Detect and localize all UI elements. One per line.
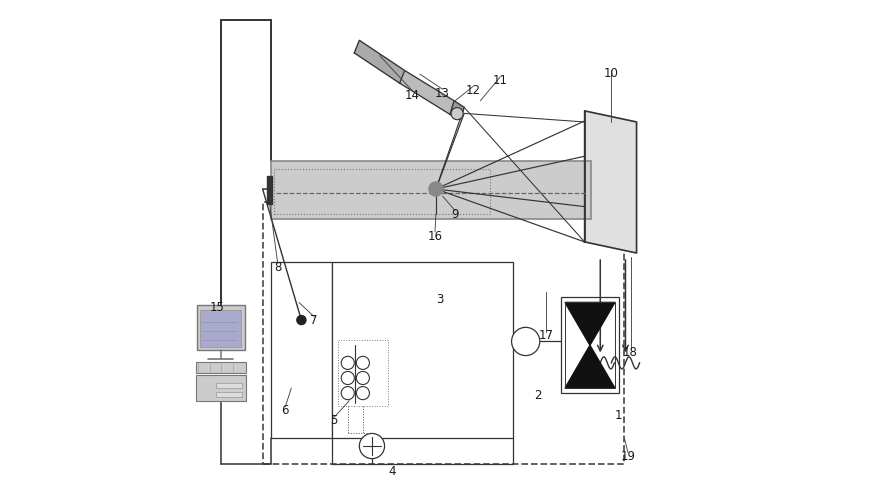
Text: 15: 15 <box>209 301 224 314</box>
Circle shape <box>297 316 306 325</box>
Text: 12: 12 <box>466 84 480 97</box>
Bar <box>200 310 241 347</box>
Text: 5: 5 <box>331 414 338 427</box>
Bar <box>271 262 332 438</box>
Circle shape <box>359 433 385 459</box>
Bar <box>195 375 246 401</box>
Bar <box>332 262 513 438</box>
Polygon shape <box>355 40 405 83</box>
Text: 6: 6 <box>282 404 289 417</box>
Text: 9: 9 <box>451 208 458 221</box>
Text: 18: 18 <box>623 346 638 359</box>
Bar <box>216 392 242 397</box>
Text: 17: 17 <box>539 329 554 342</box>
Bar <box>195 362 246 373</box>
Circle shape <box>451 108 463 120</box>
Polygon shape <box>450 101 464 120</box>
Text: 4: 4 <box>388 465 396 478</box>
Bar <box>262 202 625 464</box>
Text: 3: 3 <box>436 293 444 306</box>
Circle shape <box>511 328 539 356</box>
Bar <box>561 297 619 393</box>
Text: 13: 13 <box>435 87 450 100</box>
Bar <box>274 169 490 214</box>
Text: 14: 14 <box>405 89 420 102</box>
Bar <box>271 161 591 219</box>
Text: 11: 11 <box>493 74 508 87</box>
Polygon shape <box>400 71 454 114</box>
Circle shape <box>429 182 443 196</box>
Bar <box>216 383 242 388</box>
Polygon shape <box>565 302 615 345</box>
Bar <box>197 305 245 350</box>
Text: 10: 10 <box>604 67 619 80</box>
Text: 1: 1 <box>615 409 623 422</box>
Text: 19: 19 <box>620 450 635 463</box>
Text: 8: 8 <box>274 261 282 274</box>
Text: 16: 16 <box>428 230 443 243</box>
Polygon shape <box>584 111 636 253</box>
Bar <box>338 340 388 406</box>
Bar <box>268 176 272 204</box>
Polygon shape <box>565 345 615 388</box>
Text: 2: 2 <box>534 389 542 402</box>
Text: 7: 7 <box>311 313 318 327</box>
